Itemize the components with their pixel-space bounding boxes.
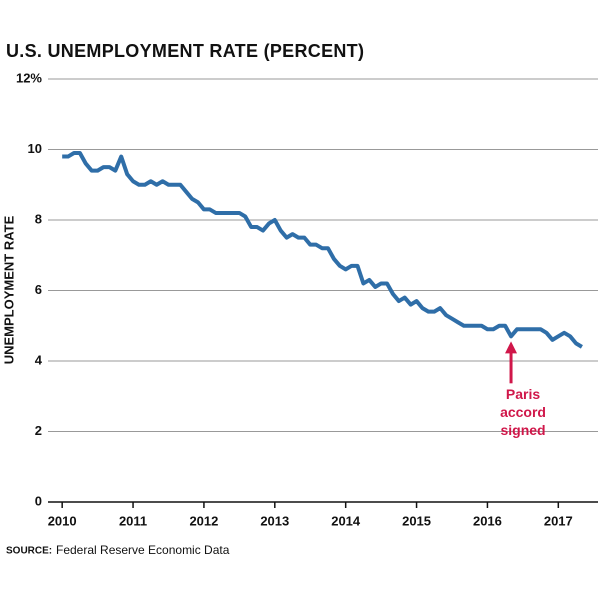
- y-tick-label: 0: [35, 493, 42, 508]
- annotation: Paris accord signed: [500, 386, 546, 439]
- x-tick-label: 2012: [189, 513, 218, 528]
- y-tick-label: 10: [28, 141, 42, 156]
- annotation-arrowhead: [505, 341, 518, 354]
- source: Federal Reserve Economic Data: [56, 543, 230, 557]
- data-line: [62, 151, 583, 349]
- y-tick-label: 6: [35, 282, 42, 297]
- x-tick-label: 2015: [402, 513, 431, 528]
- source-label: SOURCE:: [6, 546, 52, 557]
- x-tick-label: 2011: [119, 513, 147, 528]
- y-tick-label: 4: [35, 352, 43, 367]
- y-tick-label: 12%: [16, 70, 42, 85]
- y-tick-label: 8: [35, 211, 42, 226]
- x-tick-label: 2010: [48, 513, 77, 528]
- x-tick-label: 2016: [473, 513, 502, 528]
- x-tick-label: 2014: [331, 513, 361, 528]
- x-tick-label: 2013: [260, 513, 289, 528]
- y-axis-label: UNEMPLOYMENT RATE: [1, 215, 16, 364]
- x-tick-label: 2017: [544, 513, 573, 528]
- y-tick-label: 2: [35, 423, 42, 438]
- chart-title: U.S. UNEMPLOYMENT RATE (PERCENT): [6, 41, 364, 61]
